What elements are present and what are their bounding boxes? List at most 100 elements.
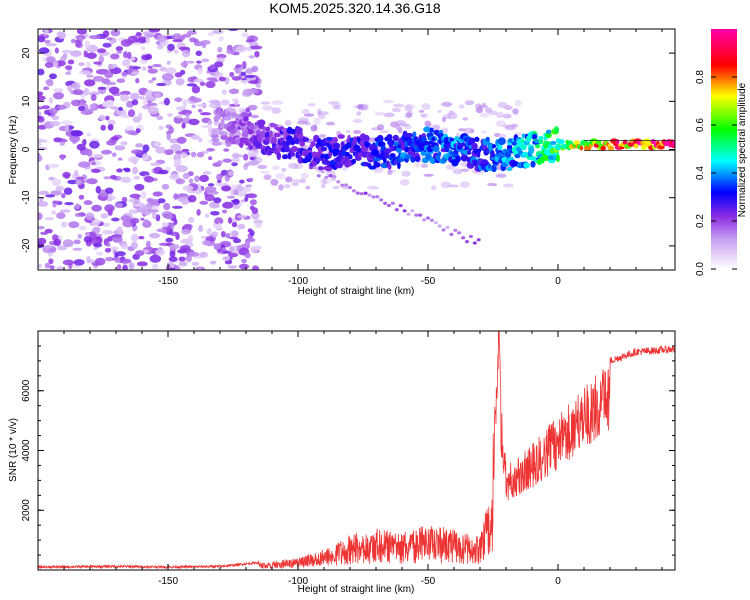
heat-cell: [244, 240, 251, 248]
heat-cell: [158, 169, 169, 175]
heat-cell: [161, 222, 169, 228]
heat-cell: [472, 143, 478, 150]
heat-cell: [152, 191, 162, 197]
heat-cell: [216, 160, 223, 165]
heat-cell: [93, 242, 103, 248]
heat-cell: [198, 137, 203, 143]
heat-cell: [83, 87, 90, 96]
heat-cell: [148, 232, 161, 239]
heat-cell: [332, 142, 341, 150]
heat-cell: [61, 193, 66, 199]
heat-cell: [102, 230, 114, 235]
heat-cell: [221, 209, 228, 214]
heat-cell: [105, 187, 114, 194]
heat-cell: [452, 168, 463, 175]
heat-cell: [235, 45, 247, 53]
heat-cell: [166, 60, 171, 65]
heat-cell: [56, 245, 68, 251]
heat-cell: [211, 231, 218, 238]
heat-cell: [62, 171, 71, 179]
colorbar-tick-label: 0.6: [695, 118, 706, 132]
heat-cell: [120, 176, 132, 183]
heat-cell: [520, 143, 527, 151]
heat-cell: [519, 138, 525, 144]
heat-cell: [128, 198, 140, 203]
heat-cell: [235, 186, 244, 192]
heat-cell: [414, 160, 420, 168]
heat-cell: [373, 162, 381, 168]
heat-cell: [188, 178, 194, 184]
heat-cell: [97, 86, 107, 90]
heat-cell: [255, 84, 262, 88]
heat-cell: [373, 157, 381, 162]
heat-cell: [399, 179, 410, 186]
spectrogram-x-label: Height of straight line (km): [298, 286, 415, 297]
heat-cell: [120, 90, 131, 96]
heat-cell: [43, 86, 50, 91]
heat-cell: [491, 144, 497, 149]
heat-cell: [86, 256, 91, 264]
heat-cell: [147, 106, 159, 115]
heat-cell: [479, 112, 490, 118]
heat-cell: [412, 131, 417, 137]
snr-series-line: [38, 331, 675, 570]
heat-cell: [142, 104, 151, 110]
heat-cell: [74, 203, 80, 210]
heat-cell: [240, 79, 250, 84]
heat-cell: [151, 263, 159, 270]
heat-cell: [265, 126, 270, 132]
heat-cell: [51, 210, 57, 215]
heat-cell: [178, 111, 188, 115]
heat-cell: [433, 221, 438, 225]
heat-cell: [363, 191, 368, 195]
heat-cell: [76, 29, 87, 35]
heat-cell: [235, 64, 242, 68]
heat-cell: [424, 120, 432, 127]
heat-cell: [211, 141, 222, 146]
heat-cell: [75, 179, 83, 186]
heat-cell: [62, 239, 74, 248]
heat-cell: [420, 151, 427, 157]
heat-cell: [240, 71, 247, 76]
heat-cell: [247, 228, 253, 233]
heat-cell: [170, 262, 175, 269]
heat-cell: [672, 140, 675, 146]
heat-cell: [367, 185, 379, 190]
heat-cell: [148, 79, 154, 84]
heat-cell: [244, 74, 255, 79]
heat-cell: [406, 133, 414, 138]
heat-cell: [79, 98, 86, 107]
x-tick-label: -50: [421, 276, 436, 287]
heat-cell: [91, 219, 101, 226]
heat-cell: [169, 173, 180, 180]
heat-cell: [164, 149, 174, 156]
heat-cell: [390, 201, 395, 205]
heat-cell: [320, 170, 325, 174]
heat-cell: [206, 228, 213, 236]
heat-cell: [250, 114, 259, 119]
heat-cell: [158, 125, 164, 130]
heat-cell: [53, 88, 64, 93]
heat-cell: [95, 185, 102, 194]
heat-cell: [251, 211, 260, 220]
heat-cell: [512, 108, 519, 115]
heat-cell: [318, 134, 327, 138]
heat-cell: [227, 217, 233, 224]
heat-cell: [213, 197, 222, 204]
heat-cell: [205, 81, 216, 89]
heat-cell: [440, 102, 453, 107]
heat-cell: [116, 78, 126, 83]
heat-cell: [186, 60, 195, 64]
heat-cell: [110, 53, 120, 60]
heat-cell: [88, 91, 100, 96]
heat-cell: [248, 177, 254, 182]
heat-cell: [47, 164, 60, 168]
heat-cell: [173, 218, 178, 225]
heat-cell: [245, 67, 254, 75]
heat-cell: [90, 93, 97, 102]
heat-cell: [579, 145, 584, 151]
heat-cell: [248, 80, 259, 84]
heat-cell: [241, 258, 247, 264]
heat-cell: [96, 251, 104, 256]
heat-cell: [100, 124, 106, 131]
